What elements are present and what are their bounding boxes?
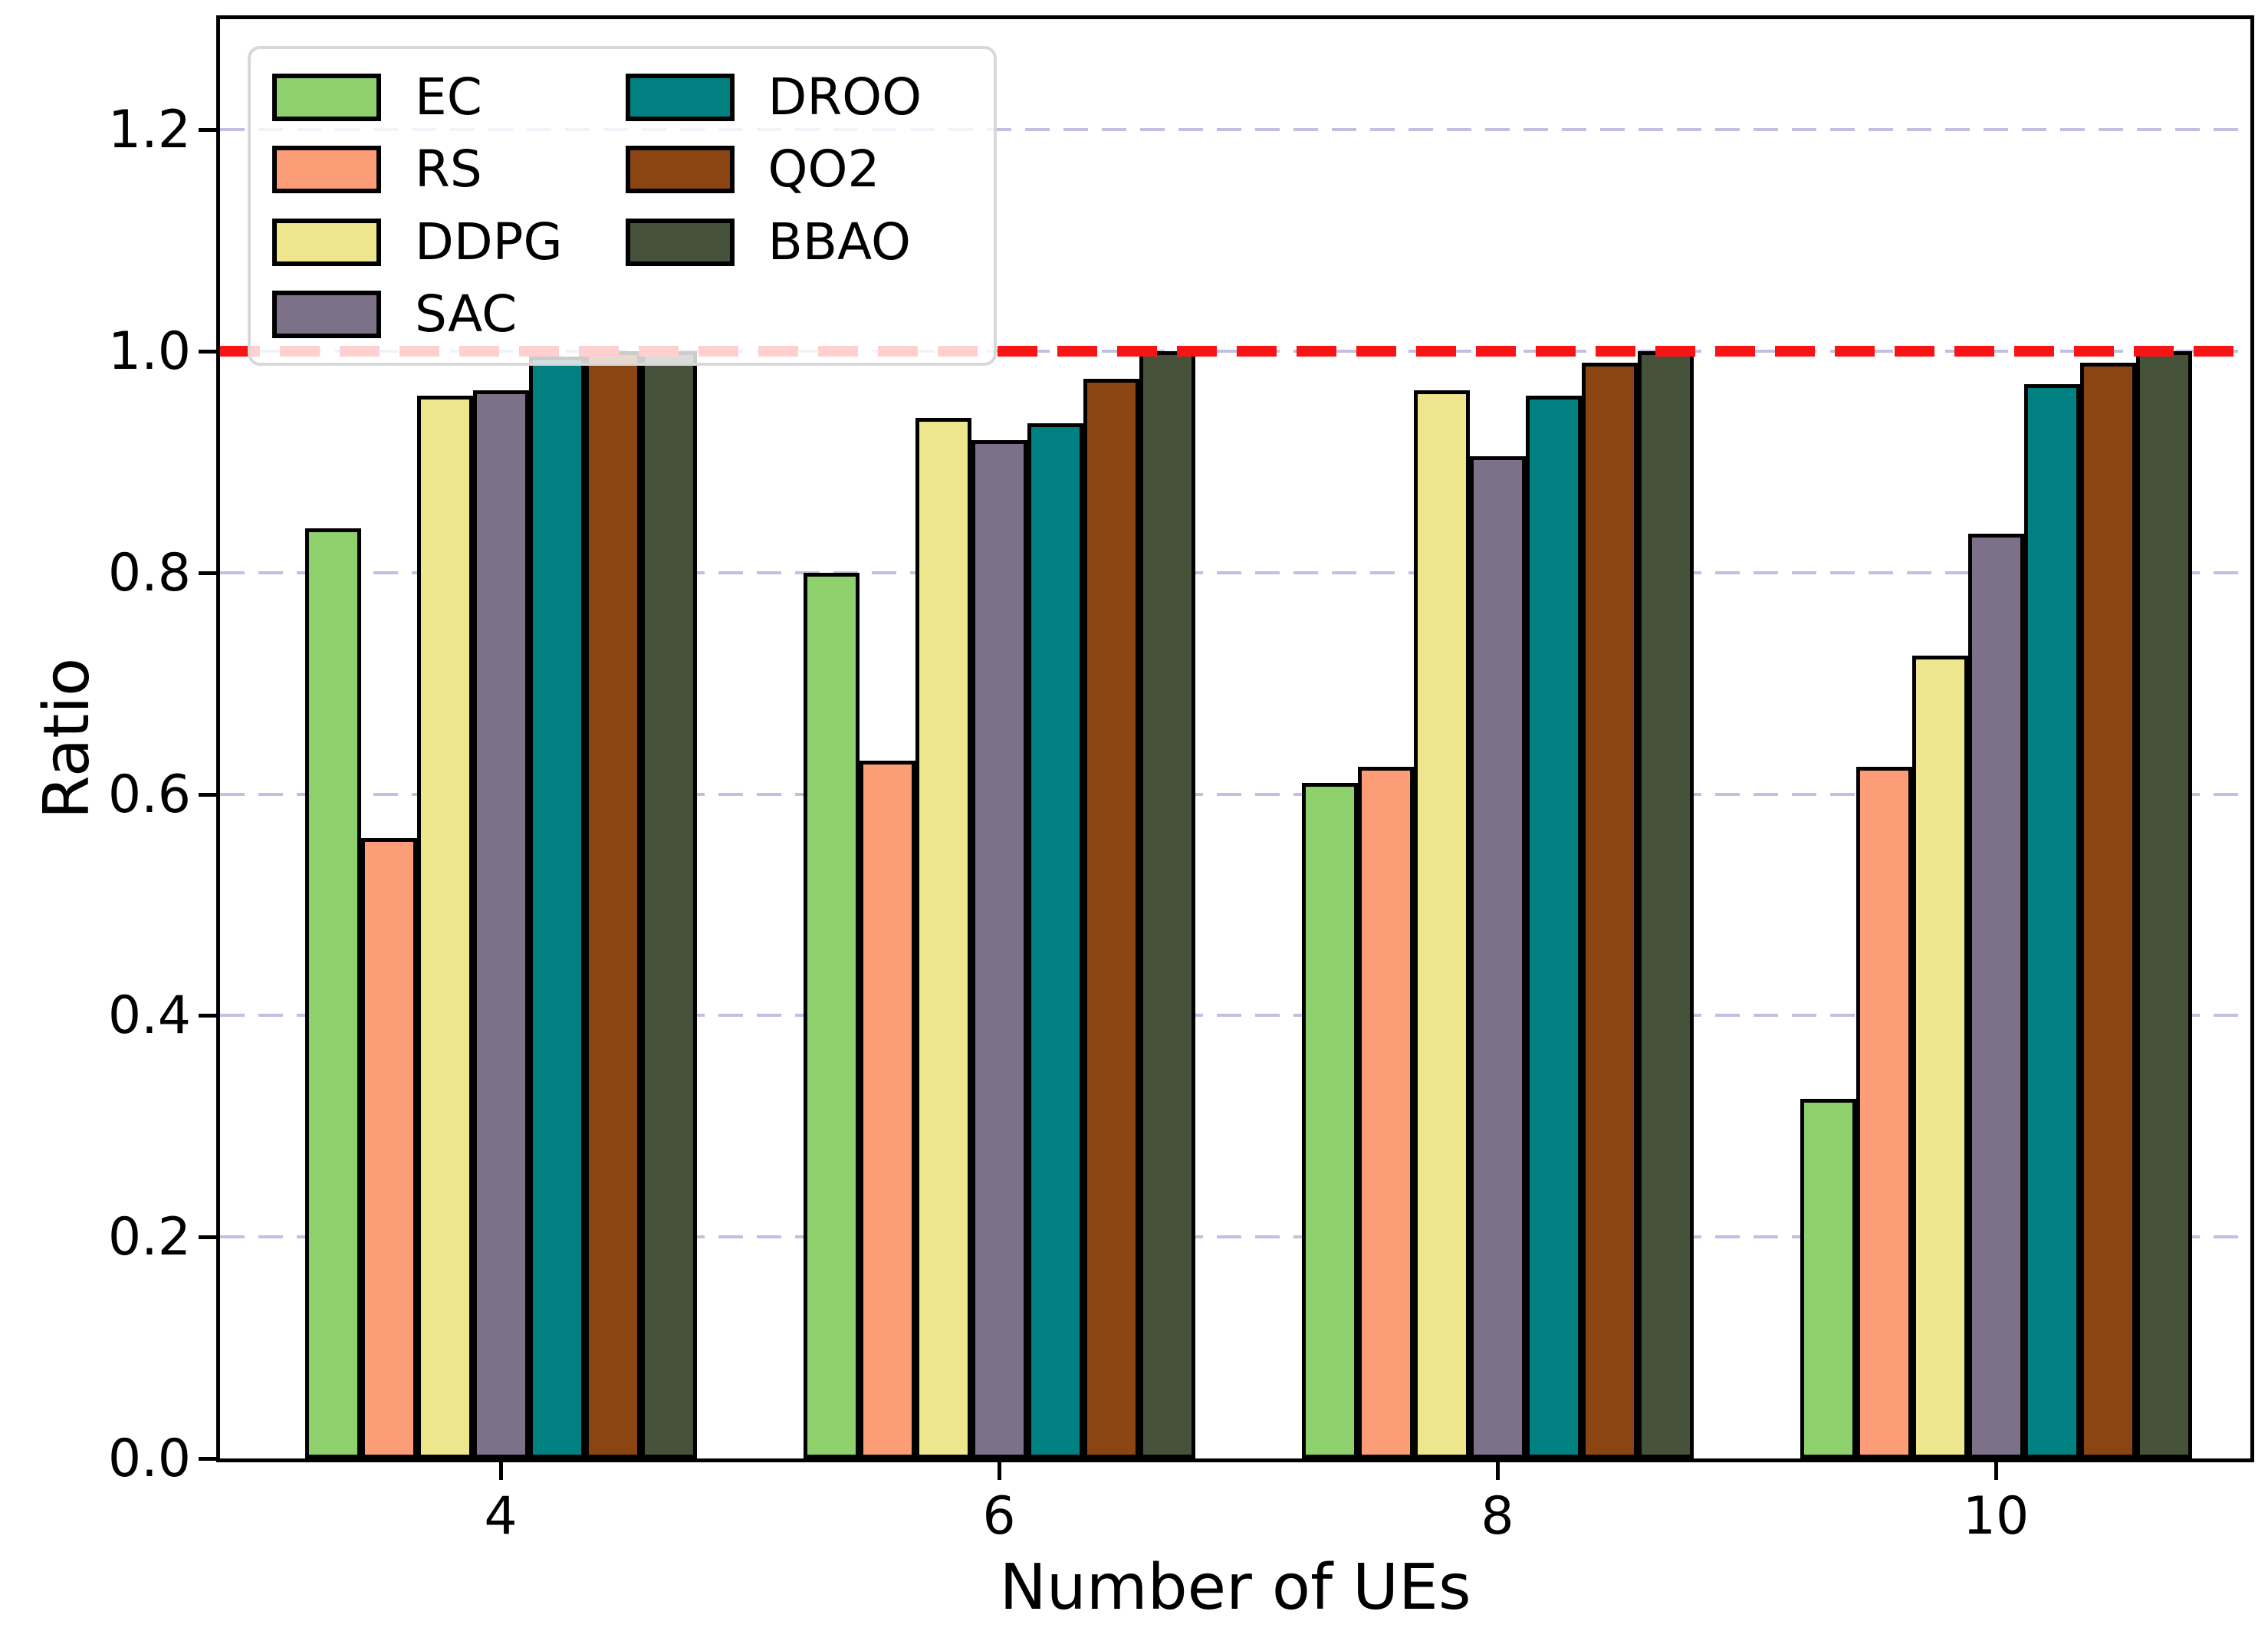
bar-QO2-8 [1581,362,1638,1458]
y-tick-0.6 [199,792,220,797]
y-tick-label-0.8: 0.8 [107,542,191,603]
bar-SAC-10 [1967,534,2024,1458]
x-axis-label: Number of UEs [999,1551,1471,1624]
y-tick-0.0 [199,1457,220,1461]
legend-swatch-EC [272,74,381,122]
y-tick-1.0 [199,350,220,354]
legend-label-BBAO: BBAO [768,212,912,271]
legend-label-EC: EC [415,67,482,127]
plot-area [220,19,2250,1458]
gridline-y-0.8 [220,571,2250,574]
y-tick-label-0.4: 0.4 [107,985,191,1047]
bar-SAC-6 [971,439,1027,1458]
legend-item-DROO: DROO [625,67,979,127]
legend-item-EC: EC [272,72,626,123]
x-tick-label-10: 10 [1962,1486,2030,1547]
bar-DROO-8 [1525,395,1582,1458]
bar-QO2-6 [1083,379,1139,1458]
gridline-y-0.2 [220,1235,2250,1239]
legend: EC RS DDPG SAC DROO QO2 BBAO [248,46,997,366]
y-tick-label-1.2: 1.2 [107,100,191,161]
bar-SAC-4 [472,390,529,1458]
bar-EC-4 [304,528,361,1458]
bar-BBAO-6 [1139,351,1195,1458]
legend-item-RS: RS [272,144,626,195]
gridline-y-1.2 [220,128,2250,132]
legend-label-DROO: DROO [768,67,922,127]
bar-DDPG-6 [915,417,971,1458]
bar-BBAO-4 [640,351,697,1458]
y-tick-1.2 [199,128,220,133]
x-tick-label-4: 4 [484,1486,518,1547]
legend-label-SAC: SAC [415,284,518,344]
y-tick-0.2 [199,1235,220,1240]
y-tick-0.4 [199,1014,220,1018]
legend-swatch-SAC [272,290,381,338]
legend-item-SAC: SAC [272,284,626,344]
legend-label-DDPG: DDPG [415,212,563,271]
x-tick-10 [1994,1458,1998,1480]
legend-swatch-DROO [625,74,735,122]
legend-item-DDPG: DDPG [272,212,626,271]
x-tick-label-6: 6 [982,1486,1016,1547]
bar-DDPG-10 [1911,656,1968,1458]
legend-label-QO2: QO2 [768,140,880,199]
legend-item-BBAO: BBAO [625,212,979,271]
legend-label-RS: RS [415,140,482,199]
bar-DROO-10 [2023,384,2080,1458]
bar-DDPG-8 [1413,390,1470,1458]
bar-QO2-10 [2079,362,2136,1458]
bar-RS-8 [1357,766,1414,1458]
legend-swatch-RS [272,146,381,194]
bar-BBAO-8 [1637,351,1694,1458]
y-tick-label-0.6: 0.6 [107,764,191,825]
bar-RS-6 [859,761,915,1458]
bar-EC-6 [803,572,860,1458]
gridline-y-0.4 [220,1014,2250,1018]
y-tick-label-0.2: 0.2 [107,1207,191,1268]
x-tick-4 [499,1458,503,1480]
bar-EC-8 [1301,783,1358,1458]
y-tick-label-0.0: 0.0 [107,1429,191,1489]
legend-swatch-BBAO [625,218,735,266]
gridline-y-0.6 [220,792,2250,796]
bar-EC-10 [1800,1098,1856,1458]
bar-RS-10 [1855,766,1912,1458]
bar-DROO-4 [528,357,585,1458]
bar-DROO-6 [1027,423,1083,1458]
bar-QO2-4 [584,351,641,1458]
x-tick-8 [1496,1458,1500,1480]
y-tick-0.8 [199,571,220,575]
legend-swatch-QO2 [625,146,735,194]
bar-RS-4 [360,838,417,1458]
x-tick-6 [998,1458,1001,1480]
legend-swatch-DDPG [272,218,381,266]
legend-item-QO2: QO2 [625,140,979,199]
bar-SAC-8 [1469,456,1526,1458]
bar-BBAO-10 [2135,351,2192,1458]
bar-DDPG-4 [416,395,473,1458]
y-tick-label-1.0: 1.0 [107,321,191,383]
x-tick-label-8: 8 [1481,1486,1514,1547]
